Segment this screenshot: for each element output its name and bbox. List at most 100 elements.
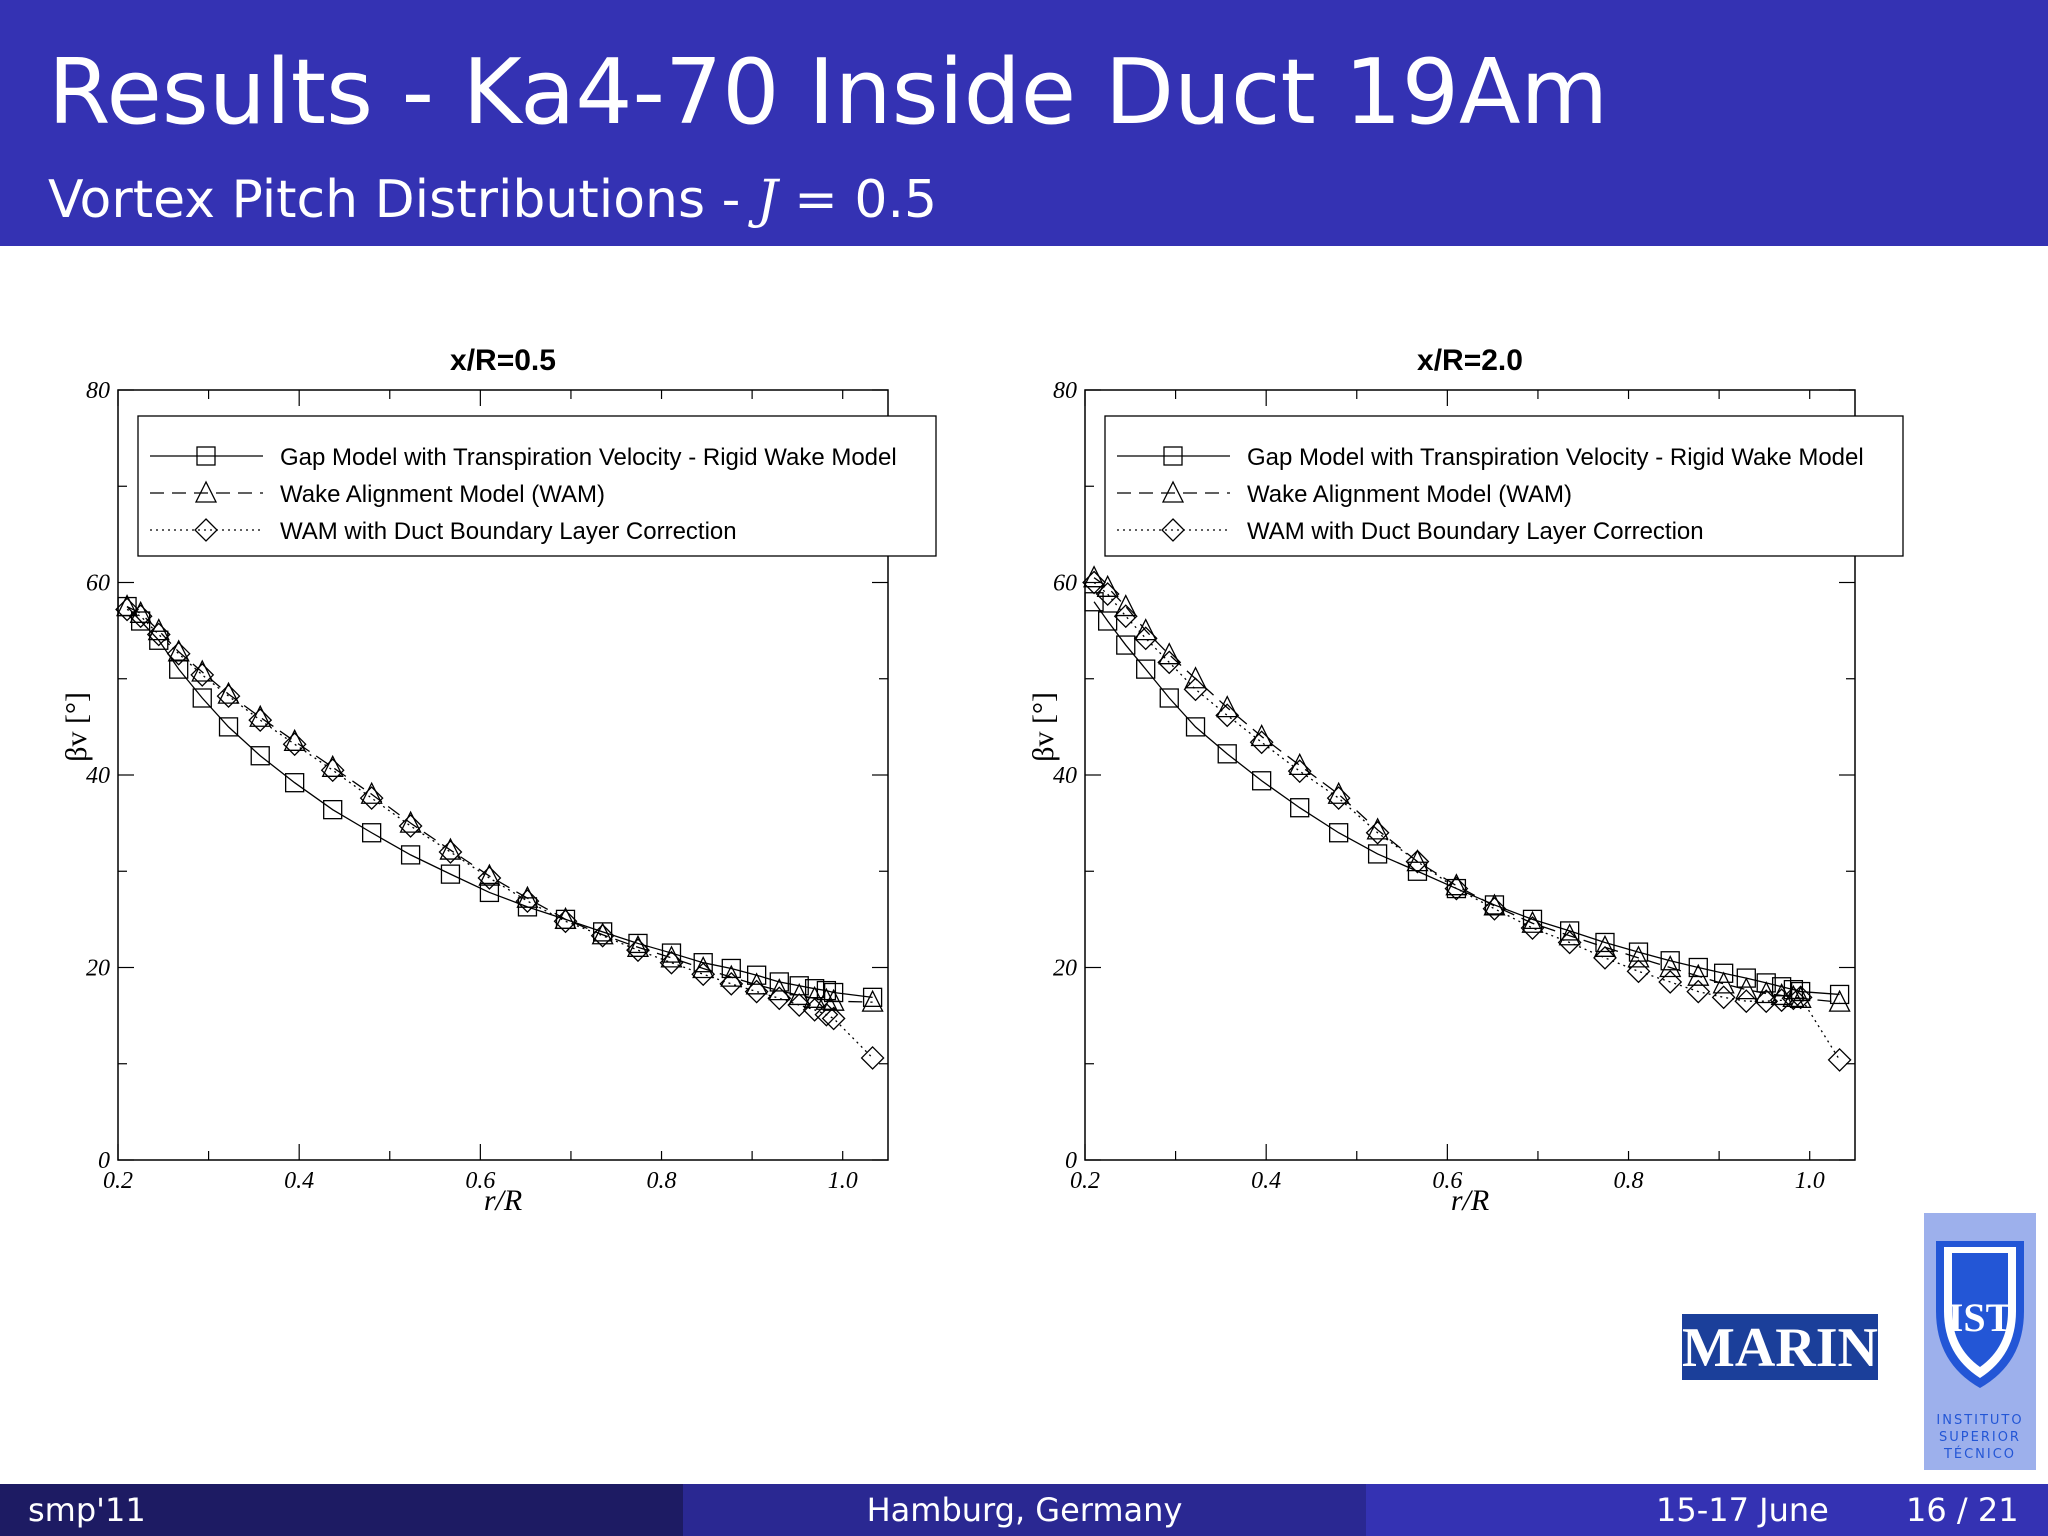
data-point-triangle [1593,934,1617,957]
data-point-diamond [166,641,191,666]
y-tick-label: 80 [86,378,110,404]
data-point-triangle [1096,574,1119,597]
data-point-diamond [860,1046,885,1070]
data-point-square [1290,798,1310,818]
data-point-diamond [814,1002,839,1027]
y-tick-label: 20 [86,956,110,982]
data-point-triangle [1659,955,1682,978]
legend-label: Wake Alignment Model (WAM) [1247,481,1572,508]
data-point-triangle [1687,963,1710,986]
legend: Gap Model with Transpiration Velocity - … [137,415,937,557]
data-point-triangle [1134,618,1157,641]
data-point-triangle [1789,985,1812,1008]
data-point-triangle [1158,642,1181,665]
data-point-diamond [398,814,423,838]
data-point-triangle [1288,752,1311,776]
data-point-diamond [659,950,684,975]
series-line [126,608,874,1059]
y-tick-label: 80 [1053,378,1077,404]
data-point-triangle [1250,724,1273,747]
y-tick-label: 0 [1065,1148,1077,1174]
marin-logo: MARIN [1682,1314,1878,1380]
ist-monogram: IST [1948,1295,2013,1340]
data-point-diamond [216,684,241,708]
legend-label: Gap Model with Transpiration Velocity - … [280,444,897,471]
footer-date: 15-17 June [1656,1491,1829,1529]
data-point-square [862,987,883,1007]
data-point-triangle [1083,565,1106,588]
data-point-square [693,953,713,973]
data-point-diamond [1326,786,1351,811]
data-point-triangle [861,989,884,1012]
legend-box [1104,415,1904,557]
y-tick-label: 40 [1053,763,1077,789]
footer-conference: smp'11 [28,1491,146,1529]
data-point-square [816,980,837,1001]
x-tick-label: 0.4 [1251,1168,1281,1194]
data-point-triangle [1114,594,1137,617]
legend-label: Wake Alignment Model (WAM) [280,481,605,508]
data-point-triangle [167,639,190,662]
data-point-diamond [320,758,345,783]
data-point-diamond [1249,730,1274,755]
data-point-square [746,965,767,985]
data-point-diamond [1557,930,1582,955]
series-square [117,596,883,1007]
x-tick-label: 0.2 [1070,1168,1100,1194]
y-axis-label: βv [°] [60,692,93,762]
data-point-diamond [821,1006,846,1031]
data-point-diamond [1593,945,1617,970]
y-tick-label: 20 [1053,956,1077,982]
data-point-diamond [1711,985,1736,1010]
data-point-triangle [591,922,614,945]
data-point-diamond [1520,916,1545,940]
slide-header: Results - Ka4-70 Inside Duct 19Am Vortex… [0,0,2048,246]
data-point-triangle [439,837,462,860]
data-point-diamond [1082,570,1106,595]
data-point-diamond [1095,582,1120,606]
slide-title: Results - Ka4-70 Inside Duct 19Am [48,40,1609,145]
charts-area: x/R=0.5 0.2 0.4 0.6 0.8 1.0 0 20 40 60 80 r/R βv [°]… [0,320,2048,1240]
data-point-triangle [516,885,539,908]
data-point-triangle [1558,923,1581,946]
data-point-triangle [399,810,422,833]
data-point-square [1116,635,1136,655]
data-point-triangle [626,934,650,957]
data-point-diamond [115,597,139,622]
data-point-diamond [1287,759,1312,784]
charts-svg: x/R=0.5 0.2 0.4 0.6 0.8 1.0 0 20 40 60 80 r/R βv [°]… [60,344,1904,1217]
legend-marker-triangle [1161,480,1185,503]
data-point-triangle [1828,989,1851,1012]
data-point-square [1446,878,1467,899]
legend-marker-diamond [194,518,218,542]
data-point-square [1713,963,1734,983]
x-tick-label: 0.4 [284,1168,314,1194]
data-point-diamond [1658,970,1683,994]
logos: MARIN IST INSTITUTO SUPERIOR TÉCNICO [1680,1210,2040,1470]
data-point-square [1829,984,1850,1005]
data-point-diamond [767,986,792,1011]
data-point-square [661,943,682,963]
data-point-triangle [217,681,240,704]
ist-logo: IST INSTITUTO SUPERIOR TÉCNICO [1924,1213,2036,1470]
data-point-triangle [1184,666,1207,689]
footer-right: 15-17 June 16 / 21 [1366,1484,2048,1536]
legend-label: WAM with Duct Boundary Layer Correction [280,518,737,545]
legend-label: WAM with Duct Boundary Layer Correction [1247,518,1704,545]
footer-left: smp'11 [0,1484,683,1536]
data-point-diamond [128,604,153,629]
data-point-square [323,799,343,820]
data-point-triangle [1755,981,1778,1004]
y-tick-label: 0 [98,1148,110,1174]
data-point-diamond [1769,988,1794,1013]
data-point-diamond [719,971,744,996]
data-point-diamond [1183,677,1208,702]
data-point-square [440,864,461,884]
chart-title: x/R=2.0 [1417,344,1523,377]
data-point-diamond [553,909,578,934]
data-point-triangle [1216,695,1239,718]
data-point-square [628,933,648,954]
data-point-diamond [590,923,615,948]
x-axis-label: r/R [1451,1184,1489,1217]
data-point-diamond [282,732,307,757]
